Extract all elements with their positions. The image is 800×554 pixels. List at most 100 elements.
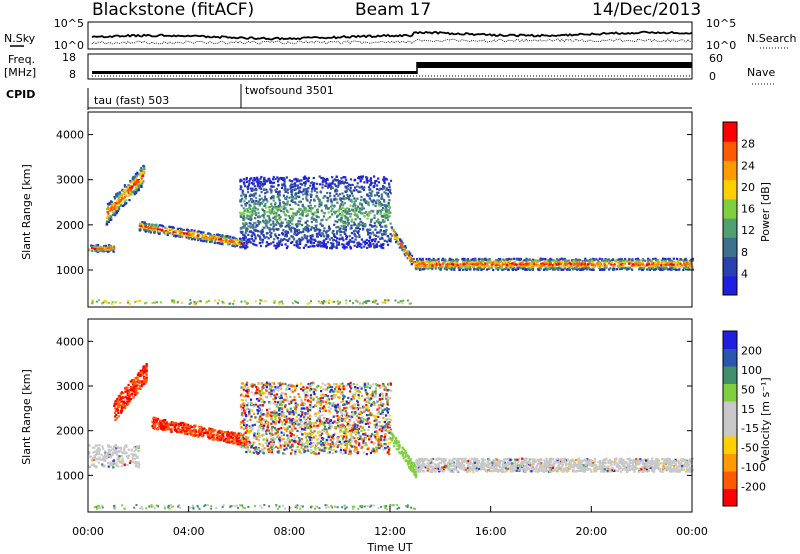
data-cell (333, 204, 336, 207)
data-cell (677, 259, 680, 262)
data-cell (353, 214, 356, 217)
data-cell (398, 301, 401, 304)
data-cell (88, 249, 91, 252)
data-cell (285, 195, 289, 198)
data-cell (291, 235, 294, 239)
data-cell (123, 201, 126, 204)
data-cell (142, 372, 145, 375)
data-cell (248, 200, 251, 203)
data-cell (301, 197, 304, 200)
data-cell (650, 261, 653, 264)
data-cell (122, 197, 125, 200)
data-cell (236, 438, 239, 441)
data-cell (551, 267, 554, 270)
data-cell (218, 234, 221, 237)
data-cell (129, 388, 132, 392)
data-cell (387, 182, 391, 185)
data-cell (678, 259, 681, 262)
data-cell (240, 242, 243, 245)
data-cell (242, 181, 246, 184)
data-cell (461, 257, 464, 260)
data-cell (334, 212, 337, 215)
data-cell (434, 259, 437, 262)
data-cell (134, 181, 137, 184)
data-cell (269, 234, 272, 237)
data-cell (367, 214, 371, 217)
data-cell (325, 230, 328, 233)
data-cell (561, 265, 564, 268)
data-cell (118, 191, 121, 194)
data-cell (353, 223, 356, 226)
data-cell (325, 237, 328, 241)
data-cell (109, 464, 112, 467)
data-cell (312, 426, 315, 429)
data-cell (304, 180, 307, 183)
data-cell (680, 265, 683, 268)
data-cell (242, 207, 245, 210)
data-cell (354, 218, 357, 221)
data-cell (560, 268, 563, 271)
data-cell (476, 266, 479, 269)
data-cell (580, 263, 583, 266)
data-cell (91, 250, 94, 253)
data-cell (237, 239, 240, 243)
data-cell (370, 194, 373, 198)
data-cell (239, 215, 242, 218)
data-cell (135, 190, 138, 193)
data-cell (399, 242, 402, 245)
data-cell (309, 204, 312, 207)
data-cell (141, 369, 144, 372)
data-cell (243, 200, 246, 203)
data-cell (126, 400, 129, 403)
data-cell (102, 245, 106, 248)
data-cell (262, 235, 266, 238)
data-cell (555, 260, 558, 263)
data-cell (131, 385, 134, 388)
data-cell (309, 444, 312, 448)
data-cell (367, 233, 370, 236)
data-cell (193, 229, 196, 232)
data-cell (477, 263, 480, 266)
data-cell (331, 204, 334, 207)
data-cell (246, 185, 250, 188)
data-cell (140, 169, 143, 172)
data-cell (113, 404, 116, 407)
data-cell (422, 264, 425, 267)
data-cell (354, 186, 357, 189)
data-cell (283, 178, 286, 181)
power-colorbar-label: Power [dB] (759, 182, 772, 242)
data-cell (130, 388, 134, 391)
data-cell (477, 266, 480, 269)
data-cell (311, 234, 314, 237)
data-cell (279, 218, 282, 221)
data-cell (304, 192, 307, 195)
data-cell (307, 178, 310, 181)
data-cell (248, 222, 251, 225)
data-cell (233, 299, 236, 302)
data-cell (355, 230, 359, 233)
data-cell (309, 181, 312, 184)
data-cell (107, 217, 110, 220)
data-cell (133, 181, 136, 184)
data-cell (453, 268, 456, 271)
data-cell (373, 194, 376, 197)
data-cell (158, 228, 162, 231)
data-cell (169, 422, 172, 425)
data-cell (424, 260, 428, 263)
data-cell (241, 245, 244, 249)
data-cell (597, 266, 600, 269)
data-cell (104, 244, 107, 247)
data-cell (129, 380, 132, 383)
data-cell (241, 212, 244, 215)
data-cell (257, 200, 260, 203)
data-cell (351, 218, 354, 221)
y-tick-label: 3000 (56, 174, 84, 187)
data-cell (416, 258, 419, 261)
data-cell (333, 197, 336, 200)
data-cell (333, 210, 336, 213)
data-cell (315, 232, 318, 235)
data-cell (301, 420, 304, 423)
data-cell (388, 237, 391, 240)
data-cell (325, 205, 328, 208)
data-cell (370, 182, 373, 185)
